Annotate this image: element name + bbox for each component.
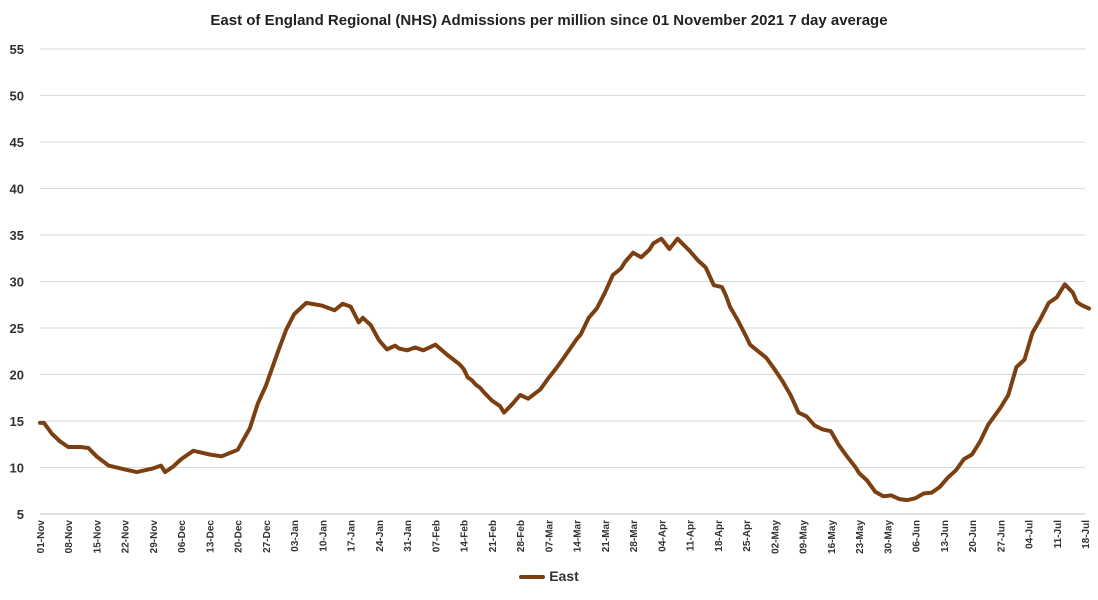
x-tick-label: 09-May (799, 520, 810, 554)
x-tick-label: 20-Jun (968, 520, 979, 552)
x-tick-label: 07-Mar (544, 520, 555, 552)
x-tick-label: 08-Nov (64, 520, 75, 554)
y-tick-label: 45 (10, 135, 24, 150)
legend-label-east: East (549, 568, 579, 584)
x-tick-label: 31-Jan (403, 520, 414, 552)
x-tick-label: 28-Mar (629, 520, 640, 552)
y-tick-label: 10 (10, 461, 24, 476)
y-tick-label: 30 (10, 275, 24, 290)
chart-title: East of England Regional (NHS) Admission… (210, 12, 888, 29)
x-tick-label: 16-May (827, 520, 838, 554)
x-tick-label: 11-Jul (1053, 520, 1064, 549)
y-tick-label: 50 (10, 89, 24, 104)
x-tick-label: 29-Nov (149, 520, 160, 554)
x-tick-label: 30-May (883, 520, 894, 554)
x-tick-label: 14-Mar (573, 520, 584, 552)
x-tick-label: 03-Jan (290, 520, 301, 552)
series-layer (38, 236, 1091, 503)
y-tick-label: 15 (10, 414, 24, 429)
x-tick-label: 23-May (855, 520, 866, 554)
x-tick-label: 04-Jul (1025, 520, 1036, 549)
series-line-east (38, 236, 1091, 503)
gridlines (40, 48, 1085, 515)
x-tick-label: 18-Jul (1081, 520, 1092, 549)
x-axis-ticks: 01-Nov 08-Nov 15-Nov 22-Nov 29-Nov 06-Dec 13-D… (36, 520, 1092, 554)
y-tick-label: 55 (10, 42, 24, 57)
x-tick-label: 11-Apr (686, 520, 697, 551)
x-tick-label: 24-Jan (375, 520, 386, 552)
x-tick-label: 02-May (770, 520, 781, 554)
legend-swatch-east (519, 575, 546, 580)
x-tick-label: 06-Dec (177, 520, 188, 553)
x-tick-label: 18-Apr (714, 520, 725, 552)
x-tick-label: 04-Apr (657, 520, 668, 552)
y-tick-label: 40 (10, 182, 24, 197)
y-tick-label: 5 (17, 507, 24, 522)
x-tick-label: 14-Feb (460, 520, 471, 552)
x-tick-label: 15-Nov (92, 520, 103, 554)
x-tick-label: 20-Dec (234, 520, 245, 553)
x-tick-label: 27-Jun (996, 520, 1007, 552)
x-tick-label: 17-Jan (347, 520, 358, 552)
y-tick-label: 35 (10, 228, 24, 243)
x-tick-label: 01-Nov (36, 520, 47, 554)
x-tick-label: 21-Feb (488, 520, 499, 552)
x-tick-label: 07-Feb (431, 520, 442, 552)
x-tick-label: 06-Jun (912, 520, 923, 552)
y-axis-ticks: 5 10 15 20 25 30 35 40 45 50 55 (10, 42, 24, 522)
y-tick-label: 20 (10, 368, 24, 383)
x-tick-label: 22-Nov (121, 520, 132, 554)
x-tick-label: 13-Jun (940, 520, 951, 552)
x-tick-label: 10-Jan (318, 520, 329, 552)
x-tick-label: 25-Apr (742, 520, 753, 552)
x-tick-label: 13-Dec (205, 520, 216, 553)
y-tick-label: 25 (10, 321, 24, 336)
x-tick-label: 27-Dec (262, 520, 273, 553)
x-tick-label: 21-Mar (601, 520, 612, 552)
legend: East (0, 568, 1098, 584)
x-tick-label: 28-Feb (516, 520, 527, 552)
